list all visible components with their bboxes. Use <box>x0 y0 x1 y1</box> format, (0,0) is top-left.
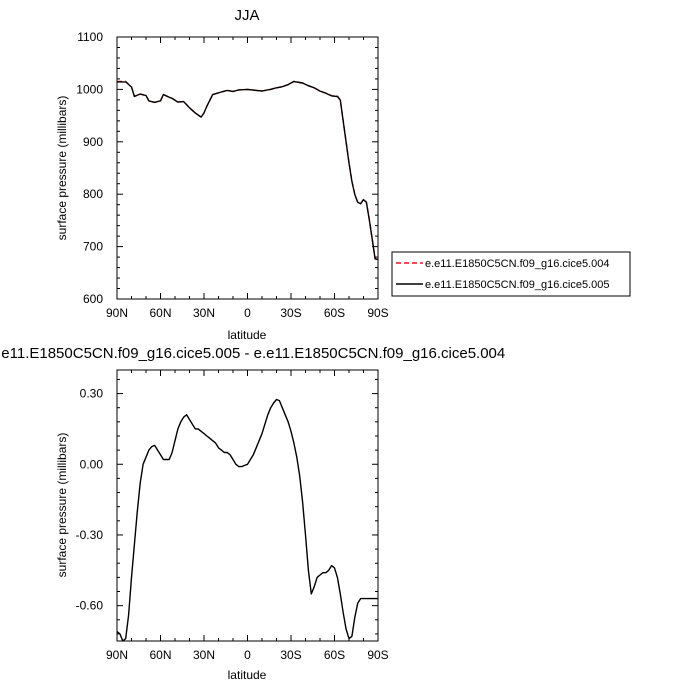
top-panel-x-tick-label: 0 <box>244 306 251 320</box>
bottom-panel-y-tick-label: -0.30 <box>76 528 104 542</box>
bottom-panel-x-axis-title: latitude <box>228 668 267 682</box>
top-panel-x-axis-title: latitude <box>228 328 267 342</box>
bottom-panel-y-tick-label: 0.30 <box>80 387 104 401</box>
bottom-panel-x-tick-label: 90S <box>367 648 388 662</box>
top-panel-x-tick-label: 60S <box>324 306 345 320</box>
top-panel-x-tick-label: 30N <box>193 306 215 320</box>
top-panel-x-tick-label: 60N <box>149 306 171 320</box>
top-panel-y-tick-label: 800 <box>83 187 103 201</box>
top-panel-series <box>117 80 379 261</box>
legend-label-series-2: e.e11.E1850C5CN.f09_g16.cice5.005 <box>425 279 610 291</box>
bottom-panel-y-axis-title: surface pressure (millibars) <box>55 433 69 578</box>
top-panel-y-tick-label: 600 <box>83 292 103 306</box>
bottom-panel-y-tick-label: -0.60 <box>76 599 104 613</box>
top-panel-x-tick-label: 90N <box>106 306 128 320</box>
bottom-panel-title: e.e11.E1850C5CN.f09_g16.cice5.005 - e.e1… <box>0 345 505 362</box>
bottom-panel-x-tick-label: 0 <box>244 648 251 662</box>
top-panel-series-line-2 <box>117 80 379 261</box>
bottom-panel-x-tick-label: 60N <box>149 648 171 662</box>
top-panel-ticks: 90N 60N 30N 0 30S 60S 90S 600 700 800 900 1000 1100 <box>76 30 388 320</box>
legend: e.e11.E1850C5CN.f09_g16.cice5.004 e.e11.… <box>391 251 631 297</box>
bottom-panel-series <box>116 398 378 642</box>
bottom-panel-ticks: 90N 60N 30N 0 30S 60S 90S -0.60 -0.30 0.00 0.30 <box>76 370 389 662</box>
top-panel-y-tick-label: 1100 <box>77 30 103 44</box>
top-panel-y-tick-label: 900 <box>83 135 103 149</box>
legend-label-series-1: e.e11.E1850C5CN.f09_g16.cice5.004 <box>425 258 610 270</box>
top-panel-y-axis-title: surface pressure (millibars) <box>55 96 69 241</box>
top-panel-x-tick-label: 90S <box>367 306 388 320</box>
bottom-panel-x-tick-label: 90N <box>106 648 128 662</box>
top-panel-y-tick-label: 1000 <box>76 82 103 96</box>
top-panel: JJA 90N 60N 30N 0 30S 60S 90S 600 700 800 900 1000 1… <box>55 7 389 342</box>
bottom-panel-x-tick-label: 30N <box>193 648 215 662</box>
bottom-panel-x-tick-label: 60S <box>324 648 345 662</box>
legend-box <box>391 251 631 297</box>
top-panel-title: JJA <box>234 7 259 24</box>
bottom-panel: e.e11.E1850C5CN.f09_g16.cice5.005 - e.e1… <box>0 345 505 682</box>
bottom-panel-y-tick-label: 0.00 <box>80 457 104 471</box>
top-panel-x-tick-label: 30S <box>280 306 301 320</box>
bottom-panel-x-tick-label: 30S <box>280 648 301 662</box>
bottom-panel-series-line-1 <box>116 398 378 642</box>
top-panel-y-tick-label: 700 <box>83 240 103 254</box>
